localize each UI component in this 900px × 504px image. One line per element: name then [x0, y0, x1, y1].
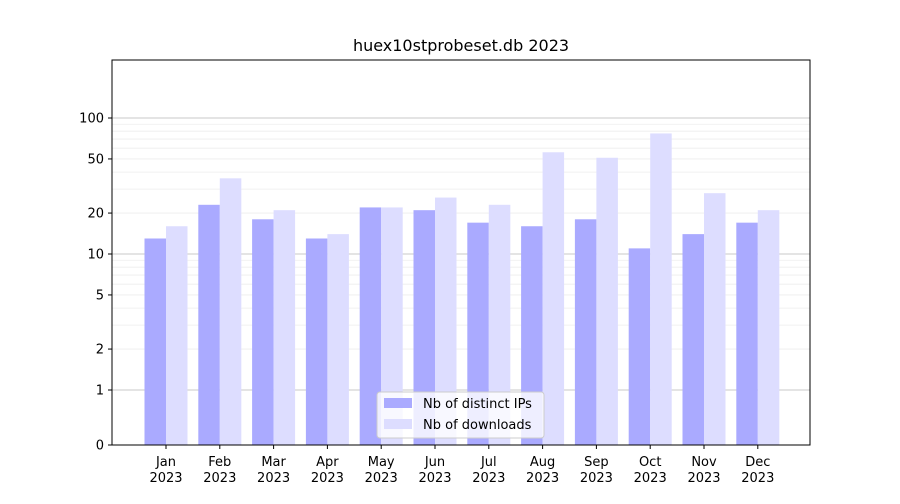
bar-downloads [488, 204, 511, 445]
legend-label-distinct-ips: Nb of distinct IPs [423, 397, 532, 412]
bar-distinct-ips [305, 238, 328, 445]
bar-distinct-ips [574, 219, 597, 445]
y-tick-label: 20 [87, 207, 104, 222]
x-tick-label: May 2023 [365, 455, 398, 486]
bar-downloads [166, 226, 188, 445]
legend-swatch-distinct-ips [384, 398, 412, 408]
chart-title: huex10stprobeset.db 2023 [353, 36, 569, 55]
x-axis: Jan 2023 Feb 2023 Mar 2023 Apr 2023 May 2023 Jun 20… [149, 445, 774, 486]
bar-distinct-ips [628, 248, 651, 445]
bar-downloads [757, 210, 780, 445]
x-tick-label: Jul 2023 [472, 455, 505, 486]
y-tick-label: 50 [87, 152, 104, 167]
x-tick-label: Oct 2023 [634, 455, 667, 486]
legend-swatch-downloads [384, 419, 412, 429]
x-tick-label: Jan 2023 [149, 455, 182, 486]
bar-distinct-ips [467, 222, 489, 445]
bar-downloads [273, 210, 296, 445]
bar-distinct-ips [682, 234, 704, 445]
bar-downloads [704, 193, 726, 445]
y-tick-label: 1 [96, 384, 104, 399]
bar-distinct-ips [359, 207, 382, 445]
x-tick-label: Nov 2023 [687, 455, 720, 486]
y-tick-label: 2 [96, 343, 104, 358]
bar-downloads [381, 207, 403, 445]
bar-downloads [596, 157, 618, 446]
y-tick-label: 100 [79, 112, 104, 127]
legend-frame [376, 391, 545, 439]
plot-frame [111, 59, 811, 446]
x-tick-label: Apr 2023 [311, 455, 344, 486]
bar-distinct-ips [521, 226, 543, 445]
bar-distinct-ips [413, 210, 435, 445]
bar-distinct-ips [198, 204, 220, 445]
x-tick-label: Dec 2023 [741, 455, 774, 486]
bar-downloads [435, 197, 457, 445]
bar-distinct-ips [252, 219, 274, 445]
bar-downloads [650, 133, 672, 445]
bar-distinct-ips [144, 238, 166, 445]
x-tick-label: Jun 2023 [418, 455, 451, 486]
y-tick-label: 0 [96, 439, 104, 454]
legend-label-downloads: Nb of downloads [423, 418, 532, 433]
bar-downloads [219, 178, 242, 445]
y-tick-label: 5 [96, 288, 104, 303]
x-tick-label: Feb 2023 [203, 455, 236, 486]
bars [144, 133, 780, 446]
x-tick-label: Aug 2023 [526, 455, 559, 486]
legend: Nb of distinct IPs Nb of downloads [376, 391, 545, 439]
x-tick-label: Sep 2023 [580, 455, 613, 486]
y-tick-label: 10 [87, 248, 104, 263]
bar-downloads [542, 152, 565, 445]
y-axis: 0 1 2 5 10 20 50 100 [79, 112, 112, 454]
bar-downloads [327, 234, 349, 445]
bar-distinct-ips [736, 222, 758, 445]
x-tick-label: Mar 2023 [257, 455, 290, 486]
